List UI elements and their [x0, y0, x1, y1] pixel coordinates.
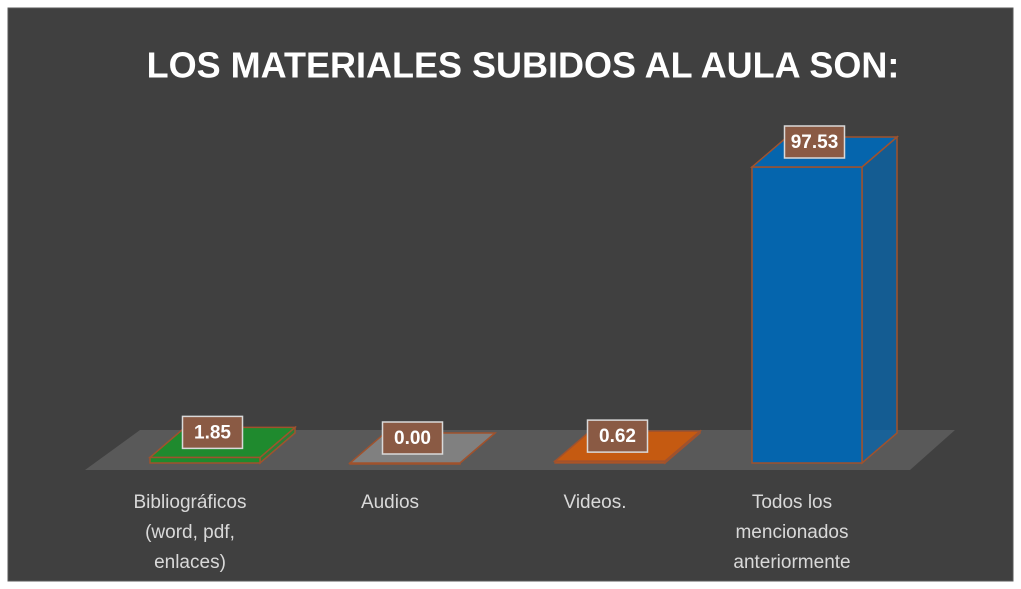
x-tick-label: Todos los mencionados anteriormente [733, 492, 850, 573]
value-label-box [181, 415, 244, 450]
bar-front [751, 166, 863, 464]
value-label-box [783, 125, 846, 159]
floor [85, 430, 955, 470]
x-tick-label: Videos. [563, 492, 626, 513]
x-tick-label: Bibliográficos (word, pdf, enlaces) [134, 492, 247, 573]
chart-title: LOS MATERIALES SUBIDOS AL AULA SON: [147, 45, 900, 86]
value-label: 97.53 [791, 132, 839, 153]
bar-front [149, 456, 261, 464]
value-label: 0.00 [394, 428, 431, 449]
value-label: 1.85 [194, 422, 231, 443]
bar-side [861, 135, 898, 465]
bar [749, 135, 900, 465]
value-label-box [381, 421, 444, 455]
value-label-box [586, 419, 649, 453]
x-tick-label: Audios [361, 492, 419, 513]
value-label: 0.62 [599, 426, 636, 447]
